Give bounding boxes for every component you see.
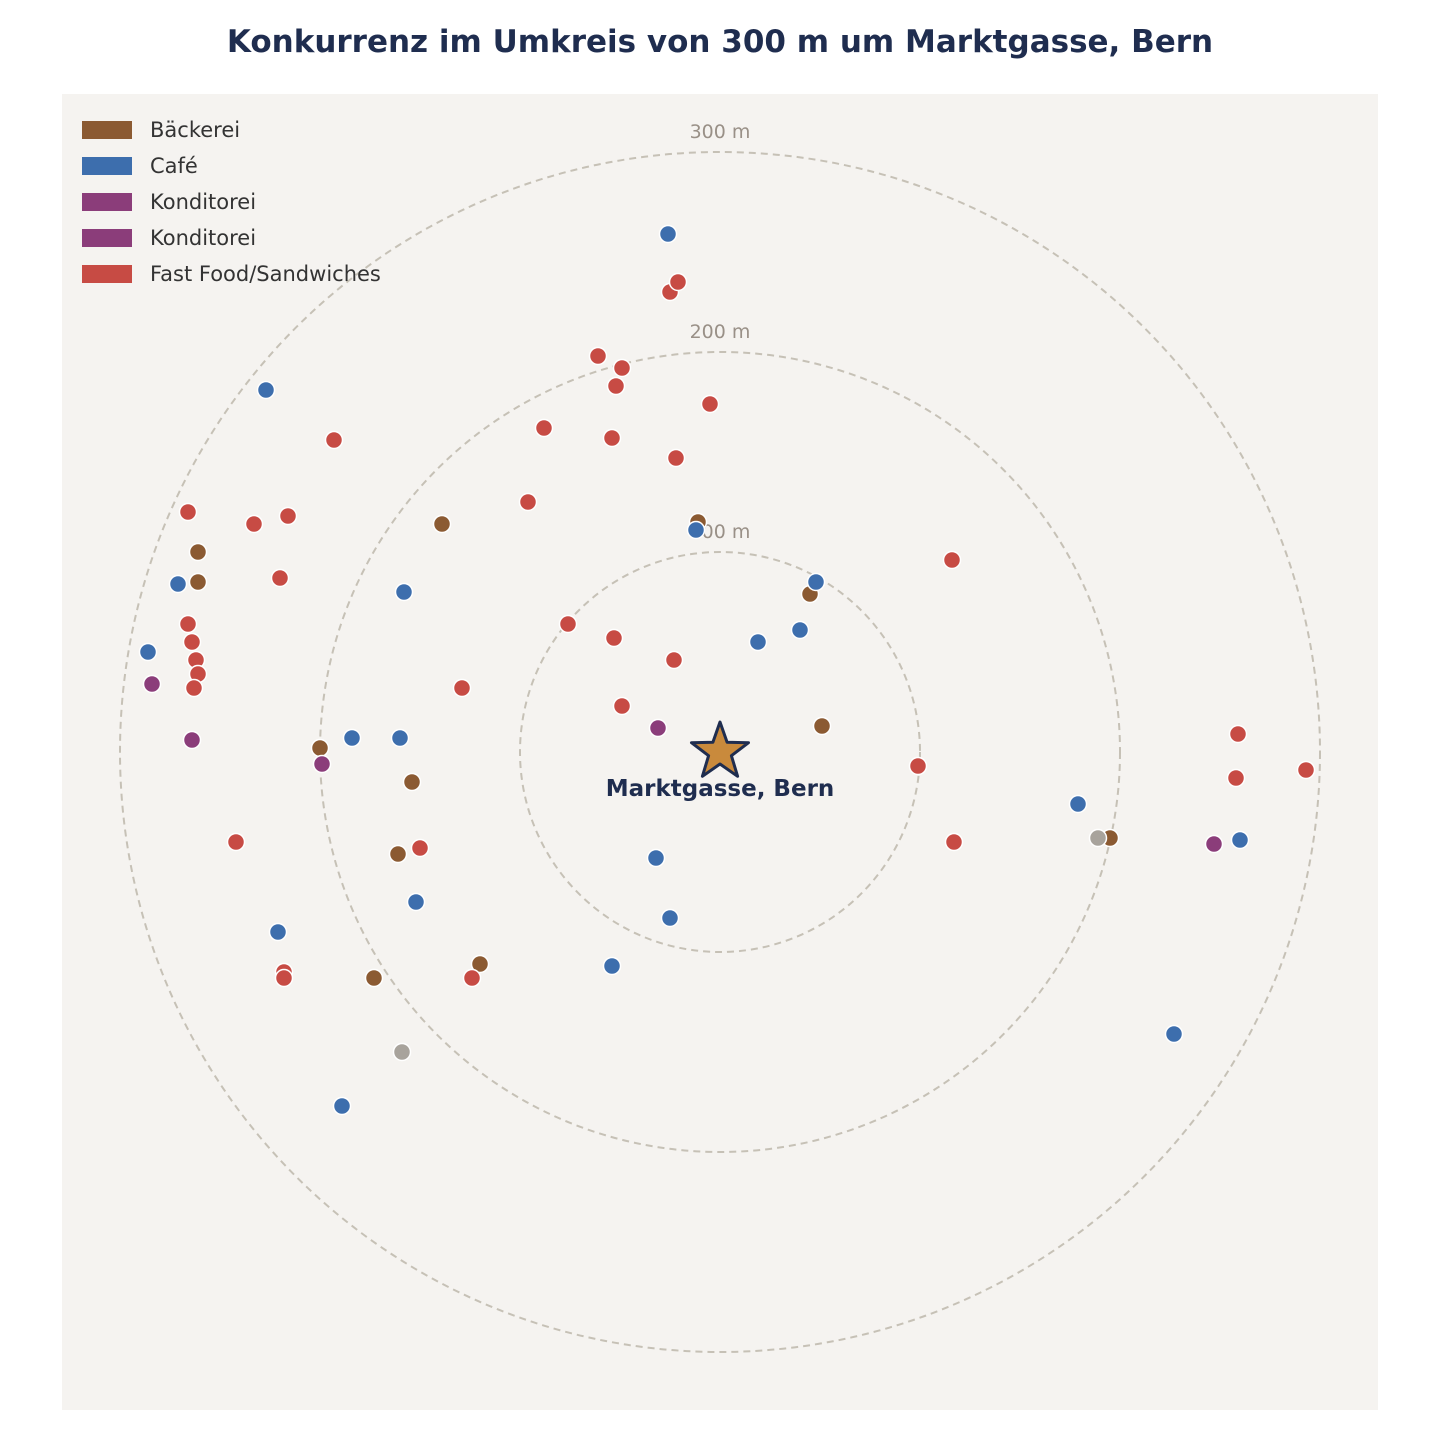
competitor-point[interactable] — [138, 642, 158, 662]
competitor-point[interactable] — [168, 574, 188, 594]
competitor-point[interactable] — [602, 956, 622, 976]
competitor-point[interactable] — [612, 358, 632, 378]
range-ring-label: 300 m — [690, 121, 751, 143]
competitor-point[interactable] — [278, 506, 298, 526]
competitor-point[interactable] — [806, 572, 826, 592]
competitor-point[interactable] — [1228, 724, 1248, 744]
legend-label: Konditorei — [150, 226, 257, 250]
legend-label: Bäckerei — [150, 118, 241, 142]
competitor-point[interactable] — [668, 272, 688, 292]
competitor-point[interactable] — [324, 430, 344, 450]
competitor-point[interactable] — [470, 954, 490, 974]
legend-item: Bäckerei — [82, 112, 381, 148]
competitor-point[interactable] — [908, 756, 928, 776]
competitor-point[interactable] — [406, 892, 426, 912]
competitor-point[interactable] — [452, 678, 472, 698]
competitor-point[interactable] — [588, 346, 608, 366]
competitor-point[interactable] — [790, 620, 810, 640]
competitor-point[interactable] — [942, 550, 962, 570]
competitor-point[interactable] — [270, 568, 290, 588]
range-ring-100 — [519, 551, 921, 953]
competitor-point[interactable] — [268, 922, 288, 942]
competitor-point[interactable] — [178, 502, 198, 522]
competitor-point[interactable] — [666, 448, 686, 468]
competitor-point[interactable] — [142, 674, 162, 694]
competitor-point[interactable] — [534, 418, 554, 438]
competitor-point[interactable] — [646, 848, 666, 868]
legend-swatch — [82, 265, 132, 283]
range-ring-200 — [319, 351, 1121, 1153]
legend-label: Café — [150, 154, 198, 178]
competitor-point[interactable] — [518, 492, 538, 512]
competitor-point[interactable] — [188, 542, 208, 562]
competitor-point[interactable] — [410, 838, 430, 858]
range-ring-label: 200 m — [690, 321, 751, 343]
competitor-point[interactable] — [612, 696, 632, 716]
competitor-point[interactable] — [432, 514, 452, 534]
competitor-point[interactable] — [604, 628, 624, 648]
competitor-point[interactable] — [1226, 768, 1246, 788]
competitor-point[interactable] — [1204, 834, 1224, 854]
legend: Bäckerei Café Konditorei Konditorei Fast Foo… — [82, 112, 381, 292]
competitor-point[interactable] — [394, 582, 414, 602]
legend-swatch — [82, 193, 132, 211]
legend-label: Fast Food/Sandwiches — [150, 262, 381, 286]
competitor-point[interactable] — [244, 514, 264, 534]
competitor-point[interactable] — [188, 572, 208, 592]
chart-title: Konkurrenz im Umkreis von 300 m um Markt… — [226, 24, 1214, 60]
competitor-point[interactable] — [812, 716, 832, 736]
competitor-point[interactable] — [184, 678, 204, 698]
competitor-point[interactable] — [462, 968, 482, 988]
competitor-point[interactable] — [178, 614, 198, 634]
competitor-point[interactable] — [748, 632, 768, 652]
competitor-point[interactable] — [1296, 760, 1316, 780]
competitor-point[interactable] — [700, 394, 720, 414]
range-ring-300 — [119, 151, 1321, 1353]
competitor-point[interactable] — [1088, 828, 1108, 848]
competitor-point[interactable] — [606, 376, 626, 396]
competitor-point[interactable] — [388, 844, 408, 864]
competitor-point[interactable] — [648, 718, 668, 738]
legend-swatch — [82, 229, 132, 247]
competitor-point[interactable] — [332, 1096, 352, 1116]
competitor-point[interactable] — [1068, 794, 1088, 814]
competitor-points — [138, 224, 1316, 1116]
competitor-point[interactable] — [364, 968, 384, 988]
competitor-point[interactable] — [664, 650, 684, 670]
center-label: Marktgasse, Bern — [606, 776, 835, 802]
competitor-point[interactable] — [1164, 1024, 1184, 1044]
competitor-point[interactable] — [390, 728, 410, 748]
competitor-point[interactable] — [658, 224, 678, 244]
competitor-point[interactable] — [558, 614, 578, 634]
competitor-point[interactable] — [226, 832, 246, 852]
competitor-point[interactable] — [402, 772, 422, 792]
legend-label: Konditorei — [150, 190, 257, 214]
competitor-point[interactable] — [944, 832, 964, 852]
competitor-point[interactable] — [660, 908, 680, 928]
competitor-point[interactable] — [256, 380, 276, 400]
competitor-point[interactable] — [392, 1042, 412, 1062]
center-marker-group: Marktgasse, Bern — [606, 720, 835, 802]
competitor-point[interactable] — [1230, 830, 1250, 850]
center-star-icon — [690, 720, 750, 778]
legend-item: Konditorei — [82, 220, 381, 256]
legend-item: Fast Food/Sandwiches — [82, 256, 381, 292]
legend-item: Konditorei — [82, 184, 381, 220]
competitor-point[interactable] — [182, 632, 202, 652]
competitor-point[interactable] — [312, 754, 332, 774]
competitor-point[interactable] — [686, 520, 706, 540]
legend-swatch — [82, 121, 132, 139]
competitor-point[interactable] — [342, 728, 362, 748]
legend-item: Café — [82, 148, 381, 184]
competitor-point[interactable] — [602, 428, 622, 448]
competitor-point[interactable] — [310, 738, 330, 758]
competitor-point[interactable] — [182, 730, 202, 750]
competitor-point[interactable] — [274, 968, 294, 988]
legend-swatch — [82, 157, 132, 175]
